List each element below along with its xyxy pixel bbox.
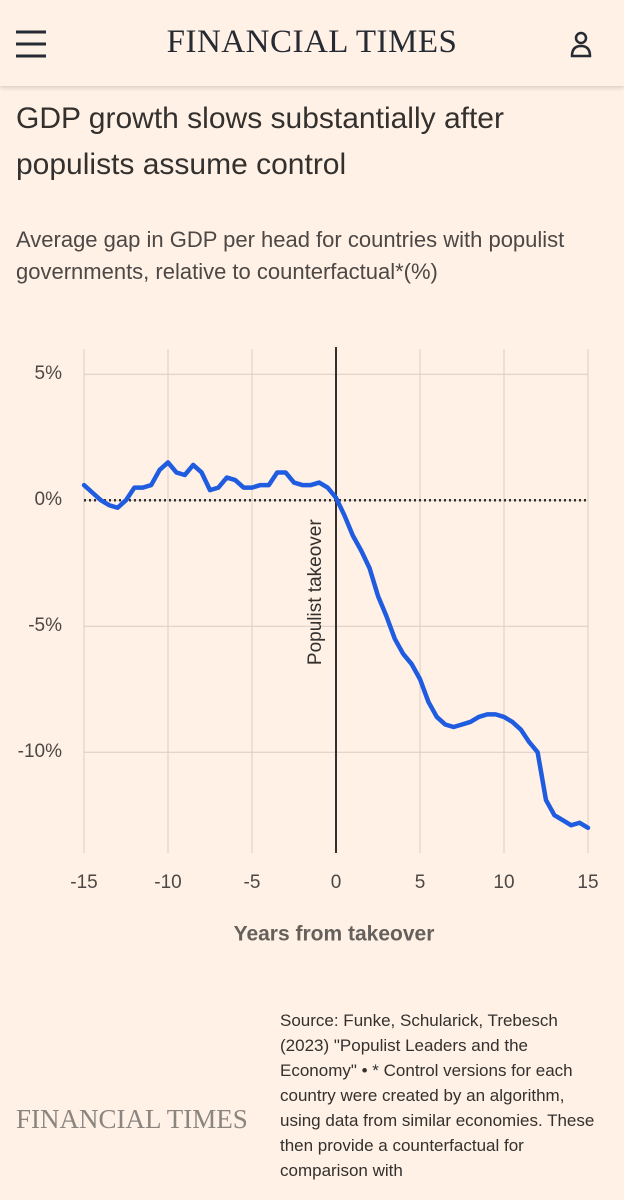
y-tick-label: 5% [35,363,63,384]
source-note: Source: Funke, Schularick, Trebesch (202… [280,1011,595,1180]
x-tick-label: -10 [154,872,181,893]
y-tick-label: -5% [28,615,62,636]
y-tick-label: 0% [35,489,63,510]
x-tick-label: -15 [70,872,97,893]
chart: Years from takeover 5% 0% -5% -10% -15 -10 -5 0… [18,347,599,946]
chart-subtitle: Average gap in GDP per head for countrie… [16,227,565,284]
y-tick-label: -10% [18,741,62,762]
x-axis-label: Years from takeover [234,923,435,946]
x-tick-label: -5 [244,872,261,893]
footer-brand: FINANCIAL TIMES [16,1104,248,1134]
x-tick-label: 0 [331,872,342,893]
header-icons [16,30,592,58]
user-icon[interactable] [570,31,592,58]
data-line [81,460,591,831]
x-tick-label: 10 [493,872,514,893]
brand[interactable]: FINANCIAL TIMES [166,24,458,60]
menu-icon[interactable] [16,30,46,58]
x-tick-label: 15 [577,872,598,893]
annotation: Populist takeover [305,519,326,665]
x-tick-label: 5 [415,872,426,893]
header: FINANCIAL TIMES [0,0,624,86]
chart-title: GDP growth slows substantially after pop… [16,102,504,181]
